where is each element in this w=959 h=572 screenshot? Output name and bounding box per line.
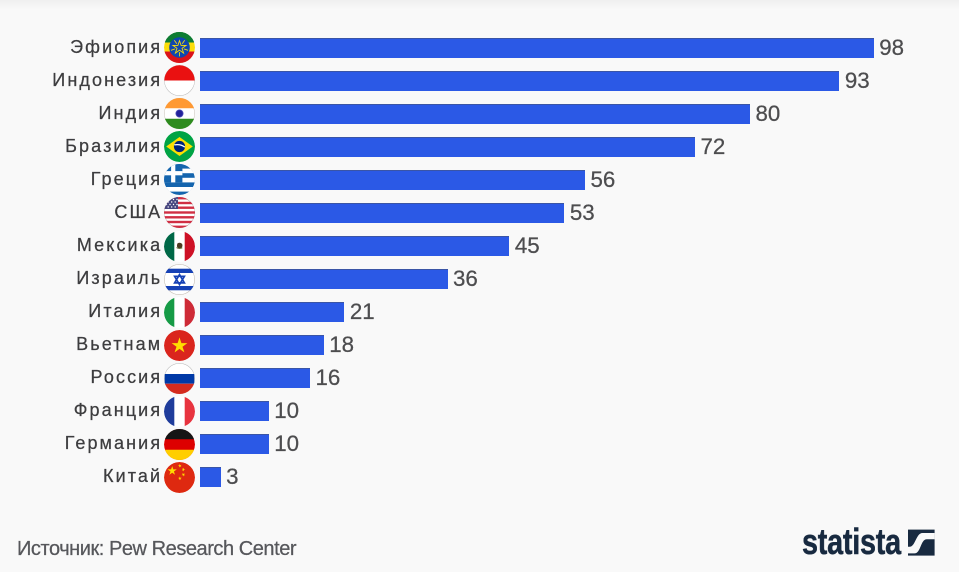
svg-text:statista: statista bbox=[802, 524, 902, 558]
